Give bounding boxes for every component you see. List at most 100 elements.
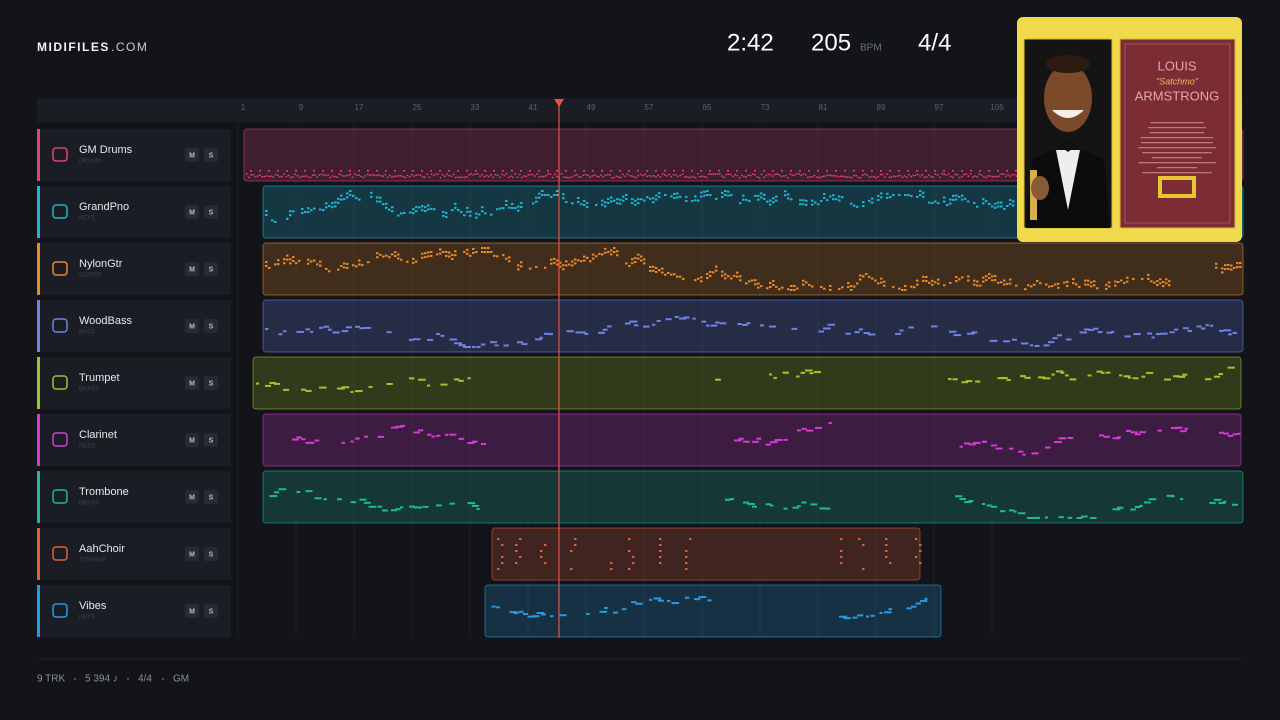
note xyxy=(367,261,370,264)
note xyxy=(250,170,252,172)
note xyxy=(481,442,486,445)
note xyxy=(257,175,259,177)
note xyxy=(340,198,343,201)
solo-button[interactable] xyxy=(204,604,218,618)
note xyxy=(1060,371,1065,374)
note xyxy=(265,175,268,177)
note xyxy=(889,562,892,564)
note xyxy=(1000,201,1003,204)
mute-button[interactable] xyxy=(185,490,199,504)
note xyxy=(1072,278,1075,281)
note xyxy=(757,282,760,285)
note xyxy=(665,318,672,321)
track-header[interactable] xyxy=(37,243,231,295)
clip xyxy=(484,584,942,638)
mute-button[interactable] xyxy=(185,205,199,219)
note xyxy=(307,207,310,210)
note xyxy=(343,198,346,201)
note xyxy=(436,333,441,336)
note xyxy=(850,289,853,291)
note xyxy=(1054,441,1062,444)
solo-button[interactable] xyxy=(204,205,218,219)
note xyxy=(550,262,553,265)
note xyxy=(520,206,523,209)
note xyxy=(1117,436,1121,439)
mute-button[interactable] xyxy=(185,547,199,561)
solo-button[interactable] xyxy=(204,547,218,561)
note xyxy=(418,429,424,432)
note xyxy=(604,205,607,208)
note xyxy=(989,175,992,177)
solo-button[interactable] xyxy=(204,376,218,390)
note xyxy=(943,200,946,203)
note xyxy=(856,282,859,285)
note xyxy=(580,331,586,334)
track-category: BRASS xyxy=(79,387,99,393)
note xyxy=(859,176,862,179)
note xyxy=(570,550,573,552)
note xyxy=(340,174,343,176)
note xyxy=(745,198,748,201)
note xyxy=(1237,432,1241,435)
note xyxy=(421,252,424,255)
mute-button[interactable] xyxy=(185,604,199,618)
track-header[interactable] xyxy=(37,129,231,181)
note xyxy=(628,170,630,172)
note xyxy=(765,443,771,446)
note xyxy=(1012,338,1017,341)
note xyxy=(877,282,880,285)
note xyxy=(685,556,688,558)
note xyxy=(544,194,547,196)
note xyxy=(1196,325,1202,328)
note xyxy=(1101,371,1105,374)
note xyxy=(1000,173,1003,175)
solo-button[interactable] xyxy=(204,433,218,447)
track-header[interactable] xyxy=(37,414,231,466)
note xyxy=(760,192,763,195)
solo-button[interactable] xyxy=(204,319,218,333)
note xyxy=(409,338,414,341)
note xyxy=(278,333,283,336)
note xyxy=(1087,279,1090,282)
note xyxy=(586,202,589,205)
note xyxy=(793,285,796,287)
note xyxy=(1232,503,1238,506)
note xyxy=(346,192,349,195)
track-header[interactable] xyxy=(37,471,231,523)
note xyxy=(637,257,640,260)
mute-button[interactable] xyxy=(185,262,199,276)
note xyxy=(801,427,807,430)
note xyxy=(488,175,490,178)
note xyxy=(889,196,892,199)
clip xyxy=(262,299,1244,353)
track-header[interactable] xyxy=(37,528,231,580)
mute-button[interactable] xyxy=(185,433,199,447)
track-header[interactable] xyxy=(37,357,231,409)
track-name: GM Drums xyxy=(79,144,133,156)
note xyxy=(375,174,378,177)
mute-button[interactable] xyxy=(185,319,199,333)
note xyxy=(1090,281,1093,284)
note xyxy=(978,173,981,176)
note xyxy=(503,174,505,177)
mute-button[interactable] xyxy=(185,148,199,162)
solo-button[interactable] xyxy=(204,262,218,276)
track-header[interactable] xyxy=(37,585,231,637)
track-header[interactable] xyxy=(37,186,231,238)
note xyxy=(959,498,967,501)
track-icon xyxy=(52,147,68,162)
note xyxy=(360,175,362,178)
note xyxy=(910,285,913,288)
note xyxy=(745,170,747,172)
solo-button[interactable] xyxy=(204,148,218,162)
mute-button[interactable] xyxy=(185,376,199,390)
note xyxy=(994,206,997,209)
note xyxy=(385,254,388,257)
note xyxy=(565,170,567,172)
note xyxy=(888,176,890,179)
note xyxy=(1171,427,1179,430)
solo-button[interactable] xyxy=(204,490,218,504)
note xyxy=(649,197,652,200)
track-header[interactable] xyxy=(37,300,231,352)
